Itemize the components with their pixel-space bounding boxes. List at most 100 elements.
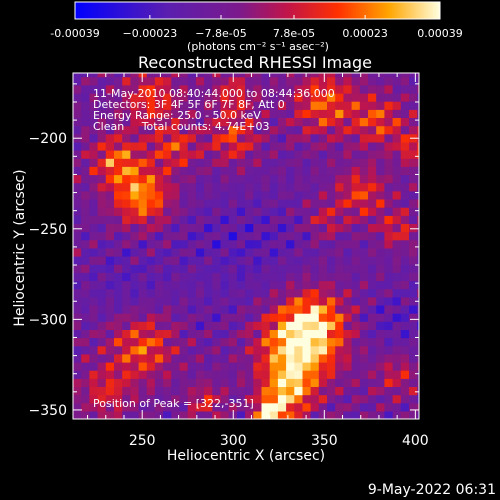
heatmap-cell [351, 73, 361, 78]
heatmap-cell [195, 247, 205, 257]
heatmap-cell [171, 84, 181, 94]
heatmap-cell [253, 345, 263, 355]
heatmap-cell [417, 361, 419, 371]
heatmap-cell [417, 190, 419, 200]
heatmap-cell [253, 394, 263, 404]
heatmap-cell [269, 256, 279, 265]
heatmap-cell [228, 239, 238, 249]
heatmap-cell [310, 345, 320, 355]
heatmap-cell [146, 190, 156, 200]
heatmap-cell [318, 329, 328, 339]
heatmap-cell [277, 73, 287, 78]
heatmap-cell [146, 280, 156, 290]
heatmap-cell [343, 378, 353, 387]
heatmap-cell [269, 329, 279, 339]
heatmap-cell [187, 410, 197, 419]
heatmap-cells [73, 73, 419, 419]
heatmap-cell [400, 402, 410, 412]
heatmap-cell [146, 296, 156, 306]
heatmap-cell [392, 329, 402, 339]
heatmap-cell [376, 101, 385, 110]
heatmap-cell [400, 133, 410, 143]
heatmap-cell [236, 272, 246, 282]
heatmap-cell [335, 223, 344, 233]
heatmap-cell [245, 182, 254, 192]
heatmap-cell [409, 256, 418, 265]
heatmap-cell [310, 296, 320, 306]
heatmap-cell [392, 223, 402, 233]
heatmap-cell [195, 264, 205, 273]
heatmap-cell [261, 313, 271, 322]
heatmap-cell [154, 125, 164, 135]
heatmap-cell [310, 76, 320, 86]
heatmap-cell [130, 313, 140, 322]
heatmap-cell [351, 410, 361, 419]
heatmap-cell [171, 150, 181, 159]
heatmap-cell [294, 84, 304, 94]
heatmap-cell [122, 190, 131, 200]
heatmap-cell [335, 141, 344, 151]
heatmap-cell [89, 304, 99, 314]
heatmap-cell [343, 73, 353, 78]
heatmap-cell [228, 321, 238, 330]
heatmap-cell [204, 109, 213, 118]
heatmap-cell [114, 158, 123, 167]
heatmap-cell [277, 109, 287, 118]
heatmap-cell [310, 321, 320, 330]
heatmap-cell [400, 247, 410, 257]
heatmap-cell [212, 321, 222, 330]
heatmap-cell [261, 125, 271, 135]
heatmap-cell [359, 378, 369, 387]
heatmap-cell [228, 223, 238, 233]
heatmap-cell [130, 402, 140, 412]
heatmap-cell [187, 337, 197, 347]
heatmap-cell [220, 215, 230, 224]
heatmap-cell [220, 133, 230, 143]
heatmap-cell [351, 166, 361, 176]
heatmap-cell [310, 101, 320, 110]
heatmap-cell [228, 207, 238, 216]
heatmap-cell [204, 272, 213, 282]
heatmap-cell [179, 280, 189, 290]
heatmap-cell [228, 386, 238, 396]
x-tick-label: 300 [220, 433, 247, 449]
heatmap-cell [277, 158, 287, 167]
heatmap-cell [400, 321, 410, 330]
heatmap-cell [89, 264, 99, 273]
heatmap-cell [261, 378, 271, 387]
heatmap-cell [154, 73, 164, 78]
heatmap-cell [105, 296, 115, 306]
heatmap-cell [368, 313, 377, 322]
heatmap-cell [105, 223, 115, 233]
heatmap-cell [409, 117, 418, 127]
heatmap-cell [97, 410, 107, 419]
heatmap-cell [327, 247, 336, 257]
heatmap-cell [376, 117, 385, 127]
heatmap-cell [187, 190, 197, 200]
heatmap-cell [212, 288, 222, 298]
heatmap-cell [368, 264, 377, 273]
heatmap-cell [351, 182, 361, 192]
heatmap-cell [228, 174, 238, 184]
heatmap-cell [138, 125, 148, 135]
heatmap-cell [294, 198, 304, 208]
heatmap-cell [138, 150, 148, 159]
heatmap-cell [376, 321, 385, 330]
y-axis-label: Heliocentric Y (arcsec) [12, 169, 28, 326]
heatmap-cell [114, 150, 123, 159]
heatmap-cell [253, 304, 263, 314]
heatmap-cell [359, 321, 369, 330]
heatmap-cell [154, 190, 164, 200]
heatmap-cell [105, 337, 115, 347]
heatmap-cell [114, 394, 123, 404]
heatmap-cell [154, 158, 164, 167]
heatmap-cell [179, 386, 189, 396]
heatmap-cell [146, 133, 156, 143]
heatmap-cell [228, 117, 238, 127]
heatmap-cell [359, 92, 369, 102]
heatmap-cell [73, 394, 82, 404]
colorbar-tick-label: 0.00039 [417, 27, 463, 40]
heatmap-cell [384, 92, 394, 102]
heatmap-cell [269, 223, 279, 233]
heatmap-cell [179, 125, 189, 135]
